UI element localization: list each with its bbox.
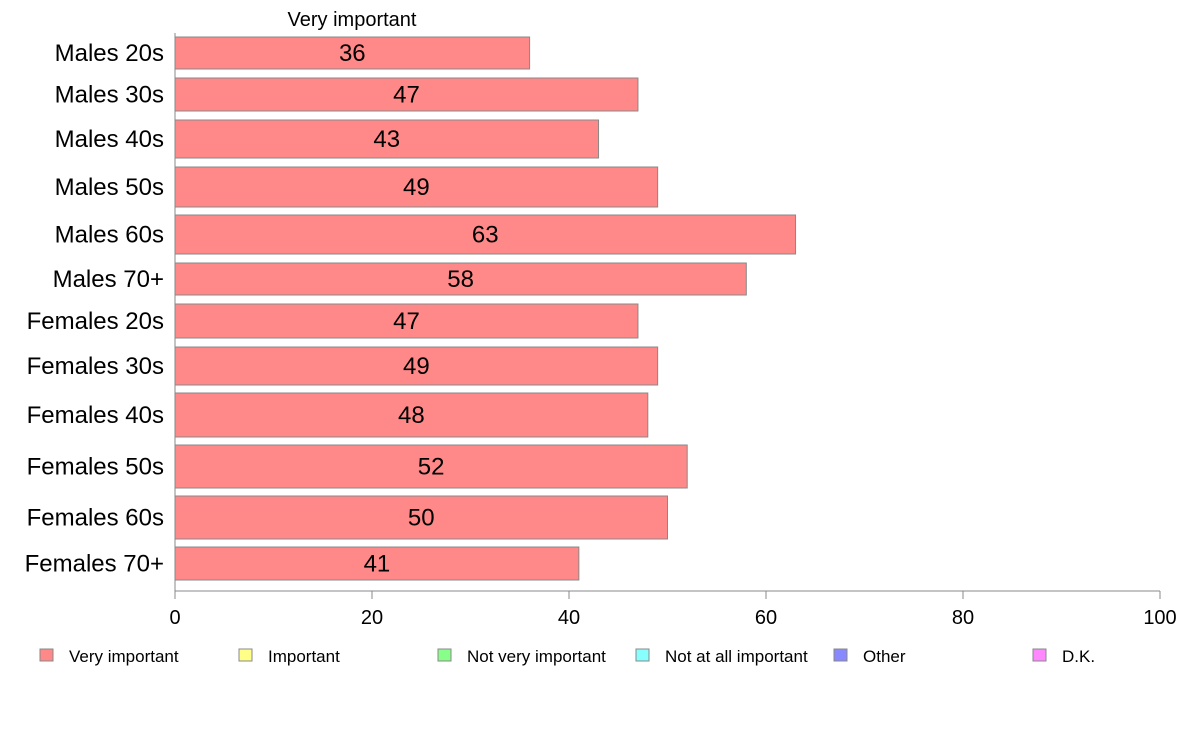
legend: Very important Important Not very importan… — [39, 647, 1095, 666]
data-label: 49 — [403, 174, 430, 201]
data-label: 63 — [472, 222, 499, 249]
legend-swatch — [635, 648, 650, 662]
bar — [174, 77, 639, 112]
bar — [174, 36, 531, 70]
data-label: 52 — [418, 454, 445, 481]
data-label: 43 — [373, 126, 400, 153]
x-tick-label: 20 — [361, 607, 383, 629]
bar — [174, 546, 580, 581]
category-label: Males 30s — [55, 82, 164, 109]
x-tick-label: 80 — [952, 607, 974, 629]
data-label: 36 — [339, 40, 366, 67]
x-tick-label: 100 — [1143, 607, 1176, 629]
data-label: 50 — [408, 505, 435, 532]
bar — [174, 214, 797, 255]
category-label: Females 60s — [27, 505, 164, 532]
legend-swatch — [238, 648, 253, 662]
legend-label: Not very important — [467, 647, 606, 666]
category-label: Females 20s — [27, 308, 164, 335]
legend-swatch — [437, 648, 452, 662]
x-tick-label: 60 — [755, 607, 777, 629]
bar — [174, 303, 639, 339]
data-label: 41 — [364, 551, 391, 578]
x-axis: 0 20 40 60 80 100 — [169, 33, 1177, 629]
category-label: Females 50s — [27, 454, 164, 481]
data-label: 47 — [393, 308, 420, 335]
category-label: Males 50s — [55, 174, 164, 201]
legend-label: D.K. — [1062, 647, 1095, 666]
category-label: Females 70+ — [25, 551, 164, 578]
data-label: 58 — [447, 266, 474, 293]
category-label: Males 60s — [55, 222, 164, 249]
category-label: Females 40s — [27, 402, 164, 429]
category-label: Males 20s — [55, 40, 164, 67]
legend-label: Important — [268, 647, 340, 666]
legend-swatch — [39, 648, 54, 662]
legend-swatch — [833, 648, 848, 662]
data-label: 48 — [398, 402, 425, 429]
legend-label: Other — [863, 647, 906, 666]
category-label: Males 40s — [55, 126, 164, 153]
bar — [174, 119, 600, 159]
legend-label: Very important — [69, 647, 179, 666]
chart-title: Very important — [288, 9, 417, 31]
bar — [174, 495, 668, 540]
category-label: Females 30s — [27, 353, 164, 380]
bar — [174, 166, 659, 208]
data-label: 49 — [403, 353, 430, 380]
x-tick-label: 40 — [558, 607, 580, 629]
bars-group: Males 20s 36 Males 30s 47 Males 40s 43 Males 5… — [25, 36, 797, 581]
category-label: Males 70+ — [53, 266, 164, 293]
legend-swatch — [1032, 648, 1047, 662]
legend-label: Not at all important — [665, 647, 808, 666]
data-label: 47 — [393, 82, 420, 109]
x-tick-label: 0 — [169, 607, 180, 629]
bar — [174, 444, 688, 489]
